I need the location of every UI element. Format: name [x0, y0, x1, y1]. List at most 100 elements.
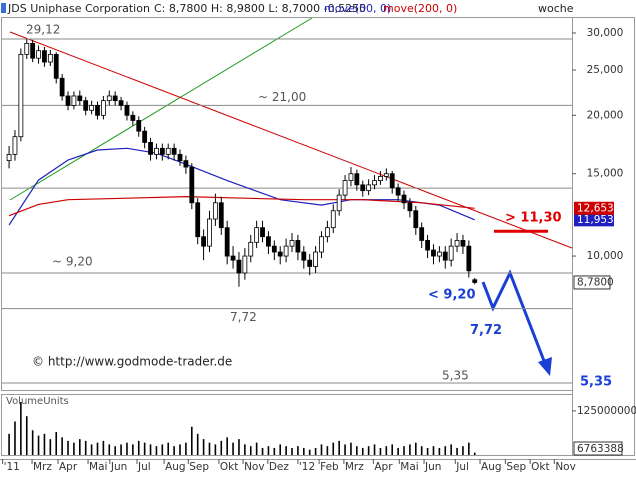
volume-bar [31, 430, 34, 455]
volume-bar [25, 416, 28, 455]
volume-bar [420, 446, 423, 455]
volume-bar [367, 446, 370, 455]
volume-bar [308, 449, 311, 455]
candle-body [95, 105, 100, 116]
volume-bar [414, 442, 417, 455]
level-label: 7,72 [230, 310, 257, 324]
candle-body [431, 249, 436, 257]
candle-body [171, 147, 177, 155]
candle-body [295, 240, 301, 253]
projection-arrow [481, 269, 548, 367]
candle-body [47, 53, 53, 63]
trend-line [9, 31, 573, 249]
candle-body [348, 173, 354, 182]
candle-body [118, 100, 124, 106]
volume-bar [79, 439, 81, 455]
arrow-head [538, 357, 552, 376]
candle-body [195, 202, 201, 238]
volume-bar [196, 433, 199, 455]
candle-body [236, 259, 242, 274]
x-tick-label: Jul [137, 461, 151, 473]
volume-bar [397, 447, 399, 455]
volume-bar [432, 446, 435, 455]
volume-bar [226, 437, 228, 455]
x-tick-label: Nov [555, 461, 576, 473]
candle-body [378, 176, 383, 182]
candle-body [407, 202, 413, 212]
candle-body [112, 95, 118, 102]
volume-bar [96, 442, 99, 455]
candle-body [466, 245, 472, 272]
volume-bar [391, 444, 394, 455]
x-tick-label: Jun [424, 461, 441, 473]
level-label: 5,35 [442, 369, 469, 383]
candle-body [271, 245, 277, 253]
candle-body [307, 259, 313, 267]
candle-body [266, 236, 271, 247]
ma-value-label: 12,6537 [577, 202, 620, 214]
volume-bar [249, 446, 252, 455]
chart-title: JDS Uniphase Corporation [7, 2, 150, 15]
x-tick-label: Mrz [33, 461, 52, 473]
volume-bar [161, 444, 164, 455]
candle-body [454, 240, 460, 247]
x-tick-label: Sep [189, 461, 209, 473]
candle-body [354, 173, 360, 186]
volume-bar [285, 446, 287, 455]
candle-body [313, 251, 318, 267]
price-panel [1, 17, 573, 391]
volume-bar [261, 447, 264, 455]
candle-body [366, 184, 372, 192]
x-tick-label: Okt [531, 461, 549, 473]
candle-body [100, 100, 106, 116]
candle-body [12, 136, 18, 155]
volume-title: VolumeUnits [6, 396, 69, 407]
last-volume-box [573, 441, 623, 456]
volume-bar [468, 442, 470, 455]
candle-body [36, 50, 41, 59]
x-tick-label: Jun [110, 461, 127, 473]
volume-bar [338, 440, 340, 455]
y-tick-label: 10,000 [587, 250, 624, 262]
y-tick-label: 15,000 [587, 168, 624, 180]
ma-value-box [574, 201, 614, 215]
y-tick-label: 125000000 [577, 405, 636, 417]
volume-bar [344, 444, 346, 455]
candle-body [148, 142, 153, 155]
ma-value-label: 11,9534 [577, 214, 621, 226]
candle-body [460, 240, 466, 247]
candle-body [53, 53, 59, 79]
trend-line [9, 17, 313, 201]
candle-body [65, 95, 71, 106]
volume-bar [43, 433, 46, 455]
candle-body [372, 180, 377, 186]
volume-bar [143, 442, 146, 455]
volume-bar [155, 446, 158, 455]
candle-body [419, 227, 425, 241]
candle-body [425, 240, 430, 251]
candle-body [395, 187, 401, 196]
candle-body [230, 255, 236, 261]
volume-bar [267, 446, 270, 455]
x-tick-label: Aug [481, 461, 502, 473]
volume-bar [255, 442, 258, 455]
candle-body [283, 245, 289, 257]
candle-body [401, 194, 407, 204]
volume-bar [403, 446, 405, 455]
volume-bar [20, 402, 22, 455]
volume-bar [244, 444, 246, 455]
volume-bar [8, 433, 10, 455]
quote: C: 8,7800 H: 8,9800 L: 8,7000 -0,5250 [154, 2, 366, 15]
candle-body [71, 95, 77, 106]
volume-bar [332, 442, 335, 455]
candle-body [389, 173, 395, 189]
volume-bar [379, 447, 382, 455]
volume-bar [208, 442, 211, 455]
close-box [573, 275, 611, 290]
candle-body [212, 202, 218, 220]
x-tick-label: Mrz [345, 461, 364, 473]
volume-bar [279, 444, 282, 455]
candle-body [159, 147, 165, 155]
candle-body [59, 77, 65, 97]
volume-bar [90, 444, 93, 455]
